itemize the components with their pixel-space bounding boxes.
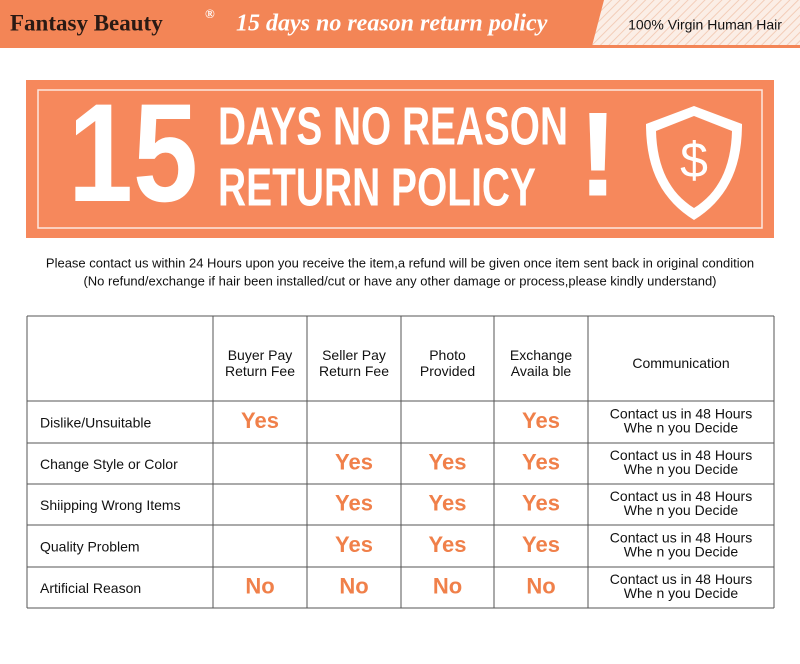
column-header: Seller Pay [322,347,386,363]
note: Please contact us within 24 Hours upon y… [46,255,754,270]
contact: Whe n you Decide [624,420,739,436]
cell-value: Yes [522,532,560,557]
tagline: 15 days no reason return policy [236,11,548,37]
row-label: Quality Problem [40,539,140,555]
cell-value: Yes [522,490,560,515]
cell-value: Yes [429,532,467,557]
banner-frame [37,89,763,229]
cell-value: Yes [429,449,467,474]
row-label: Dislike/Unsuitable [40,415,151,431]
header-line [0,45,800,48]
banner-line2: RETURN POLICY [218,157,536,217]
row-label: Artificial Reason [40,580,141,596]
cell-value: Yes [335,449,373,474]
shield-currency: $ [680,132,708,188]
shield-inner [656,116,732,208]
column-header: Availa ble [511,363,572,379]
contact: Whe n you Decide [624,461,739,477]
cell-value: Yes [335,490,373,515]
cell-value: No [433,573,462,598]
cell-value: No [526,573,555,598]
cell-value: No [339,573,368,598]
header-orange [0,0,604,46]
cell-value: Yes [429,490,467,515]
banner-line1: DAYS NO REASON [218,96,568,156]
column-header: Buyer Pay [228,347,293,363]
registered: ® [205,6,215,21]
badge: 100% Virgin Human Hair [628,17,782,33]
contact: Contact us in 48 Hours [610,530,752,546]
contact: Contact us in 48 Hours [610,406,752,422]
banner-number: 15 [68,74,198,231]
row-label: Change Style or Color [40,456,178,472]
contact: Contact us in 48 Hours [610,488,752,504]
cell-value: Yes [522,408,560,433]
banner [26,80,774,238]
cell-value: Yes [241,408,279,433]
column-header: Communication [632,355,729,371]
cell-value: No [245,573,274,598]
column-header: Return Fee [319,363,389,379]
column-header: Provided [420,363,475,379]
contact: Whe n you Decide [624,544,739,560]
note: (No refund/exchange if hair been install… [83,273,716,288]
cell-value: Yes [335,532,373,557]
contact: Whe n you Decide [624,502,739,518]
contact: Contact us in 48 Hours [610,571,752,587]
contact: Contact us in 48 Hours [610,447,752,463]
column-header: Exchange [510,347,572,363]
banner-exclaim: ! [578,88,618,222]
row-label: Shiipping Wrong Items [40,497,181,513]
contact: Whe n you Decide [624,585,739,601]
column-header: Return Fee [225,363,295,379]
cell-value: Yes [522,449,560,474]
column-header: Photo [429,347,466,363]
brand: Fantasy Beauty [10,10,163,35]
